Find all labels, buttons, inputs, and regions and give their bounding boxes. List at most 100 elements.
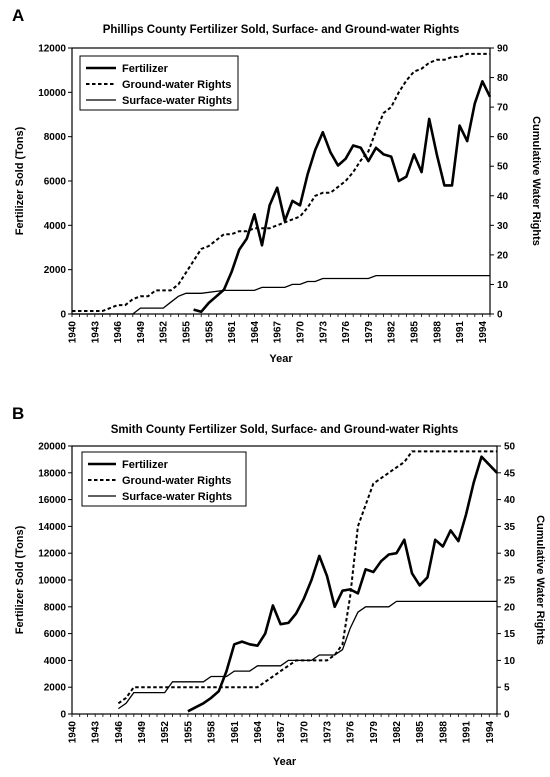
- chart-a: Phillips County Fertilizer Sold, Surface…: [14, 24, 542, 365]
- x-tick-label: 1943: [90, 321, 101, 344]
- y-right-axis-label: Cumulative Water Rights: [530, 116, 542, 246]
- y-right-tick-label: 40: [504, 495, 516, 506]
- y-left-tick-label: 2000: [44, 265, 67, 276]
- y-left-axis-label: Fertilizer Sold (Tons): [14, 525, 26, 634]
- chart-title: Phillips County Fertilizer Sold, Surface…: [103, 24, 460, 36]
- y-left-tick-label: 4000: [44, 221, 67, 232]
- x-tick-label: 1952: [159, 321, 170, 344]
- y-right-tick-label: 10: [504, 656, 516, 667]
- y-right-tick-label: 80: [497, 73, 509, 84]
- x-tick-label: 1964: [253, 721, 264, 744]
- legend-label-surface-water-rights: Surface-water Rights: [122, 491, 232, 503]
- x-tick-label: 1994: [478, 321, 489, 344]
- x-axis-label: Year: [273, 756, 297, 768]
- x-tick-label: 1973: [318, 321, 329, 344]
- y-right-tick-label: 0: [504, 710, 510, 721]
- x-tick-label: 1982: [392, 721, 403, 744]
- series-surface-water-rights-line: [118, 600, 497, 710]
- y-left-tick-label: 6000: [44, 629, 67, 640]
- x-axis-label: Year: [269, 353, 293, 365]
- x-tick-label: 1958: [204, 321, 215, 344]
- x-tick-label: 1976: [346, 721, 357, 744]
- x-tick-label: 1949: [136, 321, 147, 344]
- x-tick-label: 1991: [455, 321, 466, 344]
- series-fertilizer-line: [187, 455, 498, 713]
- x-tick-label: 1985: [415, 721, 426, 744]
- legend-label-surface-water-rights: Surface-water Rights: [122, 95, 232, 107]
- y-right-tick-label: 25: [504, 576, 516, 587]
- y-right-tick-label: 5: [504, 683, 510, 694]
- y-right-tick-label: 40: [497, 191, 509, 202]
- x-tick-label: 1955: [182, 321, 193, 344]
- panel-label-a: A: [12, 6, 25, 25]
- legend-label-ground-water-rights: Ground-water Rights: [122, 475, 231, 487]
- y-right-tick-label: 20: [504, 602, 516, 613]
- y-left-tick-label: 20000: [38, 442, 66, 453]
- x-tick-label: 1961: [230, 721, 241, 744]
- y-right-tick-label: 10: [497, 280, 509, 291]
- x-tick-label: 1943: [91, 721, 102, 744]
- y-right-tick-label: 45: [504, 468, 516, 479]
- x-tick-label: 1994: [485, 721, 496, 744]
- x-tick-label: 1979: [369, 721, 380, 744]
- x-tick-label: 1958: [207, 721, 218, 744]
- y-right-tick-label: 35: [504, 522, 516, 533]
- x-tick-label: 1967: [276, 721, 287, 744]
- x-tick-label: 1976: [341, 321, 352, 344]
- y-right-tick-label: 15: [504, 629, 516, 640]
- y-left-tick-label: 12000: [38, 549, 66, 560]
- series-ground-water-rights-line: [72, 52, 490, 312]
- chart-b: Smith County Fertilizer Sold, Surface- a…: [14, 424, 546, 768]
- x-tick-label: 1946: [113, 321, 124, 344]
- y-right-tick-label: 0: [497, 310, 503, 321]
- x-tick-label: 1964: [250, 321, 261, 344]
- x-tick-label: 1967: [273, 321, 284, 344]
- y-right-axis-label: Cumulative Water Rights: [534, 515, 546, 645]
- x-tick-label: 1982: [387, 321, 398, 344]
- x-tick-label: 1955: [183, 721, 194, 744]
- x-tick-label: 1970: [299, 721, 310, 744]
- x-tick-label: 1979: [364, 321, 375, 344]
- legend-label-fertilizer: Fertilizer: [122, 459, 169, 471]
- x-tick-label: 1988: [438, 721, 449, 744]
- x-tick-label: 1991: [462, 721, 473, 744]
- legend-label-ground-water-rights: Ground-water Rights: [122, 79, 231, 91]
- x-tick-label: 1988: [432, 321, 443, 344]
- y-left-tick-label: 4000: [44, 656, 67, 667]
- chart-title: Smith County Fertilizer Sold, Surface- a…: [111, 424, 459, 436]
- x-tick-label: 1949: [137, 721, 148, 744]
- y-right-tick-label: 20: [497, 250, 509, 261]
- series-ground-water-rights-line: [117, 450, 497, 705]
- x-tick-label: 1973: [323, 721, 334, 744]
- series-surface-water-rights-line: [72, 274, 490, 315]
- y-right-tick-label: 50: [497, 162, 509, 173]
- x-tick-label: 1985: [410, 321, 421, 344]
- x-tick-label: 1940: [68, 321, 79, 344]
- y-left-tick-label: 14000: [38, 522, 66, 533]
- y-left-tick-label: 8000: [44, 602, 67, 613]
- y-left-tick-label: 0: [60, 310, 66, 321]
- x-tick-label: 1970: [296, 321, 307, 344]
- y-left-tick-label: 6000: [44, 177, 67, 188]
- x-tick-label: 1952: [160, 721, 171, 744]
- y-right-tick-label: 90: [497, 44, 509, 55]
- y-right-tick-label: 30: [497, 221, 509, 232]
- y-left-tick-label: 0: [60, 710, 66, 721]
- x-tick-label: 1940: [68, 721, 79, 744]
- panel-label-b: B: [12, 404, 25, 423]
- legend-label-fertilizer: Fertilizer: [122, 63, 169, 75]
- y-left-tick-label: 10000: [38, 88, 66, 99]
- series-fertilizer-line: [193, 80, 492, 314]
- y-left-tick-label: 12000: [38, 44, 66, 55]
- y-right-tick-label: 60: [497, 132, 509, 143]
- y-right-tick-label: 50: [504, 442, 516, 453]
- y-right-tick-label: 70: [497, 103, 509, 114]
- y-left-tick-label: 10000: [38, 576, 66, 587]
- y-left-axis-label: Fertilizer Sold (Tons): [14, 126, 26, 235]
- y-left-tick-label: 18000: [38, 468, 66, 479]
- y-left-tick-label: 2000: [44, 683, 67, 694]
- y-right-tick-label: 30: [504, 549, 516, 560]
- x-tick-label: 1961: [227, 321, 238, 344]
- y-left-tick-label: 8000: [44, 132, 67, 143]
- x-tick-label: 1946: [114, 721, 125, 744]
